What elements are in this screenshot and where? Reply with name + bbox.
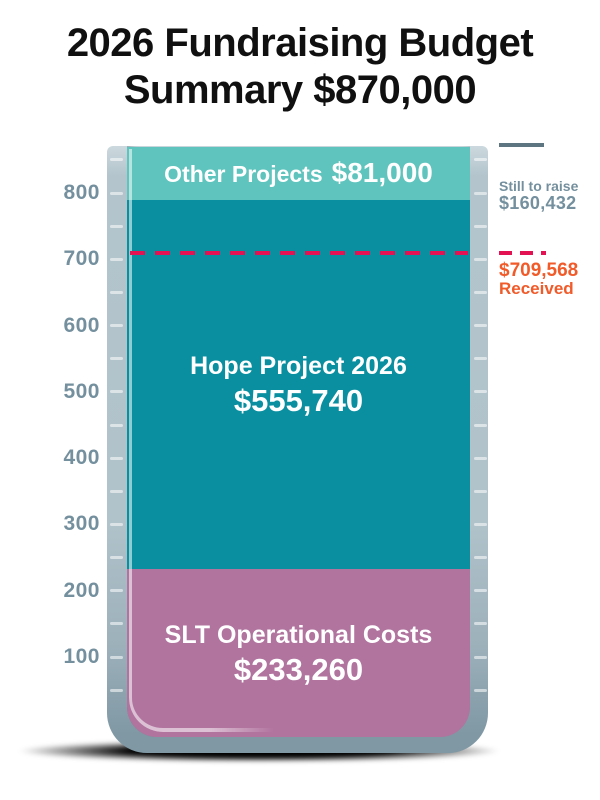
tick-mark [474,324,487,328]
segment-label-text: Other Projects [164,161,323,188]
received-amount: $709,568 [499,260,579,281]
tick-mark [474,456,487,460]
axis-label-400: 400 [63,446,100,470]
tick-mark [110,456,123,460]
tick-mark [110,622,123,626]
received-label: Received [499,279,574,298]
tick-mark [474,622,487,626]
tick-mark [110,390,123,394]
tick-mark [110,158,123,162]
tick-mark [110,357,123,361]
tick-mark [474,655,487,659]
segment-label: Other Projects $81,000 [164,157,433,189]
tick-mark [110,224,123,228]
jar-fill: Other Projects $81,000 Hope Project 2026 $5… [127,146,470,737]
tick-mark [110,489,123,493]
segment-slt-operational-costs: SLT Operational Costs $233,260 [127,568,470,737]
still-to-raise-label: Still to raise [499,178,579,194]
segment-hope-project-2026: Hope Project 2026 $555,740 [127,200,470,569]
tick-mark [474,290,487,294]
axis-label-100: 100 [63,645,100,668]
tick-mark [110,589,123,593]
tick-mark [474,489,487,493]
segment-amount: $81,000 [331,157,433,189]
tick-mark [474,191,487,195]
segment-label-text: SLT Operational Costs [164,620,433,649]
segment-label-text: Hope Project 2026 [190,352,407,381]
chart-title: 2026 Fundraising Budget Summary $870,000 [0,20,600,114]
tick-mark [474,688,487,692]
segment-amount: $555,740 [233,383,364,419]
axis-label-600: 600 [63,313,100,337]
segment-other-projects: Other Projects $81,000 [127,146,470,201]
segment-amount: $233,260 [233,651,364,687]
axis-label-500: 500 [63,379,100,403]
tick-mark [110,556,123,560]
tick-mark [474,423,487,427]
tick-mark [474,224,487,228]
tick-mark [110,688,123,692]
still-to-raise-marker [499,143,544,147]
tick-mark [110,257,123,261]
tick-mark [474,522,487,526]
tick-mark [110,324,123,328]
axis-label-700: 700 [63,247,100,271]
still-to-raise-amount: $160,432 [499,193,577,213]
axis-label-300: 300 [63,512,100,536]
tick-mark [110,191,123,195]
thermometer-jar: Other Projects $81,000 Hope Project 2026 $5… [107,146,488,753]
axis-label-800: 800 [63,181,100,204]
received-dashed-line [130,250,468,255]
tick-mark [474,589,487,593]
chart-title-line1: 2026 Fundraising Budget [66,21,534,65]
received-line-legend [499,251,546,255]
tick-mark [110,423,123,427]
tick-mark [110,290,123,294]
tick-mark [110,655,123,659]
tick-mark [110,522,123,526]
tick-mark [474,158,487,162]
tick-mark [474,357,487,361]
axis-label-200: 200 [63,578,100,602]
tick-mark [474,556,487,560]
tick-mark [474,257,487,261]
chart-title-line2: Summary $870,000 [123,68,477,112]
tick-mark [474,390,487,394]
